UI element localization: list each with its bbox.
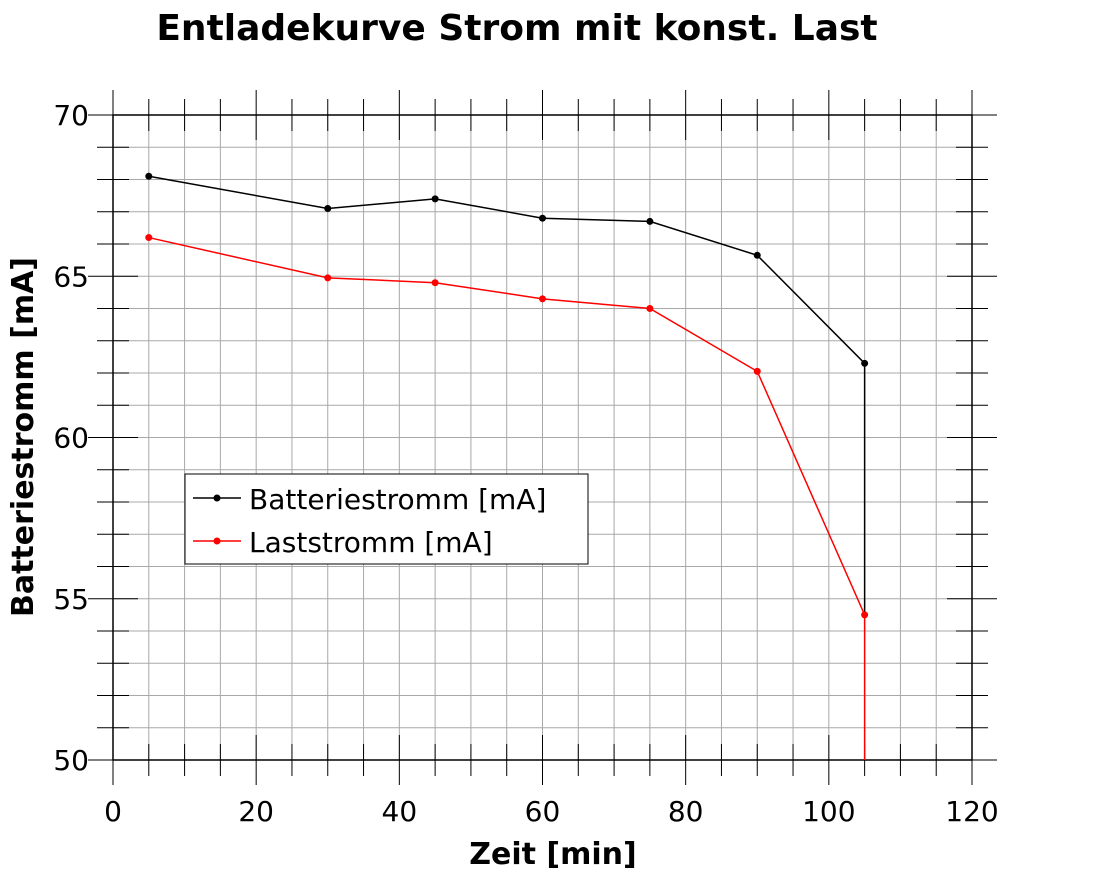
y-tick-label: 50 — [53, 744, 89, 777]
legend-box — [184, 473, 589, 565]
data-point-0 — [324, 205, 332, 213]
legend-label-batteriestromm: Batteriestromm [mA] — [249, 483, 546, 516]
legend-marker-batteriestromm — [213, 494, 221, 502]
y-tick-labels: 50 55 60 65 70 — [53, 99, 89, 777]
data-point-1 — [539, 295, 546, 303]
data-point-0 — [431, 195, 439, 203]
series-line-0 — [148, 175, 866, 615]
y-tick-label: 70 — [53, 99, 89, 132]
data-point-0 — [646, 217, 654, 225]
y-tick-label: 60 — [53, 422, 89, 455]
data-point-1 — [145, 234, 153, 242]
data-point-1 — [861, 611, 869, 619]
y-tick-label: 65 — [53, 260, 89, 293]
y-axis-title: Batteriestromm [mA] — [6, 257, 41, 617]
data-point-0 — [861, 359, 869, 367]
plot-frame — [112, 114, 973, 761]
series-line-1 — [148, 236, 866, 760]
data-point-0 — [539, 214, 546, 222]
grid — [113, 115, 972, 760]
data-point-1 — [324, 274, 332, 282]
data-point-0 — [145, 172, 153, 180]
x-tick-label: 0 — [104, 795, 122, 828]
data-point-1 — [753, 367, 761, 375]
chart-title: Entladekurve Strom mit konst. Last — [156, 8, 877, 49]
data-point-1 — [646, 305, 654, 312]
x-tick-label: 20 — [238, 795, 274, 828]
data-point-0 — [753, 251, 761, 259]
x-tick-label: 40 — [382, 795, 418, 828]
x-tick-label: 120 — [945, 795, 998, 828]
legend: Batteriestromm [mA] Laststromm [mA] — [184, 473, 589, 565]
x-tick-labels: 0 20 40 60 80 100 120 — [104, 795, 999, 828]
legend-marker-laststromm — [213, 537, 221, 545]
series-layer — [145, 172, 869, 760]
x-tick-label: 80 — [668, 795, 704, 828]
legend-label-laststromm: Laststromm [mA] — [249, 526, 493, 559]
data-point-1 — [431, 279, 439, 287]
x-tick-label: 60 — [525, 795, 561, 828]
x-axis-title: Zeit [min] — [469, 837, 637, 872]
x-tick-label: 100 — [802, 795, 855, 828]
y-tick-label: 55 — [53, 583, 89, 616]
